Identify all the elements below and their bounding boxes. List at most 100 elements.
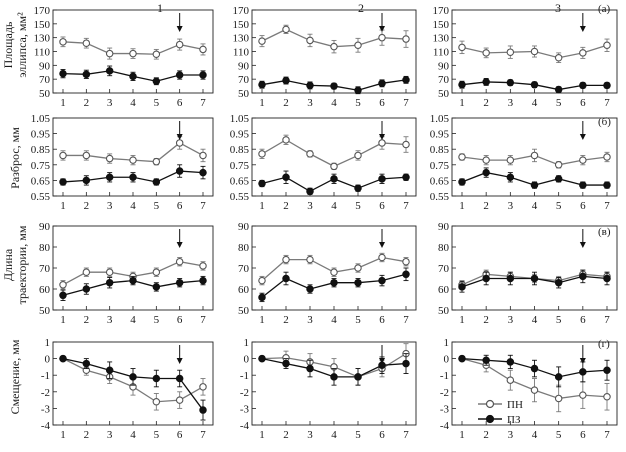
data-point-pz-r2c3-1: [482, 168, 490, 177]
data-point-pz-r4c2-3: [330, 373, 338, 381]
y-tick-label-r1c2-5: 150: [233, 19, 250, 31]
data-point-pz-r2c2-2: [306, 187, 314, 196]
x-tick-label-r1c1-5: 6: [177, 97, 183, 109]
data-point-pz-r4c3-2: [506, 358, 515, 366]
y-tick-label-r4c3-0: -4: [440, 420, 450, 432]
data-point-pz-r4c3-0: [458, 354, 466, 363]
y-tick-label-r2c2-0: 0.55: [230, 191, 250, 203]
data-point-pz-r3c3-2: [506, 274, 515, 283]
y-tick-label-r4c1-3: -1: [41, 370, 50, 382]
legend-pn-marker: [485, 399, 495, 409]
data-point-pn-r1c2-6: [402, 35, 410, 43]
y-tick-label-r1c2-6: 170: [233, 5, 250, 17]
data-point-pn-r2c3-3: [530, 151, 539, 160]
column-label-3: 3: [555, 1, 561, 15]
y-tick-label-r4c2-5: 1: [244, 337, 250, 349]
data-point-pz-r3c3-0: [458, 283, 466, 291]
data-point-pn-r2c1-4: [152, 157, 161, 166]
data-point-pn-r4c3-5: [579, 391, 587, 399]
y-tick-label-r4c1-4: 0: [45, 354, 51, 366]
y-tick-label-r1c3-5: 150: [433, 19, 450, 31]
data-point-pn-r3c1-1: [82, 268, 91, 276]
data-point-pn-r3c2-5: [378, 253, 386, 262]
y-tick-label-r2c2-4: 0.95: [230, 129, 250, 141]
data-point-pz-r4c1-2: [105, 366, 114, 374]
x-tick-label-r1c3-0: 1: [459, 97, 465, 109]
data-point-pn-r3c2-3: [330, 268, 338, 276]
data-point-pz-r3c1-0: [59, 291, 67, 300]
data-point-pz-r1c1-6: [199, 71, 207, 79]
y-tick-label-r2c2-1: 0.65: [230, 175, 250, 187]
data-point-pn-r1c1-4: [152, 50, 161, 59]
data-point-pn-r1c3-2: [506, 48, 515, 56]
y-tick-label-r3c3-4: 90: [438, 221, 450, 233]
x-tick-label-r3c1-5: 6: [177, 314, 183, 326]
data-point-pz-r4c1-0: [59, 354, 67, 363]
data-point-pn-r2c2-6: [402, 140, 410, 149]
y-tick-label-r2c3-2: 0.75: [430, 160, 450, 172]
data-point-pz-r1c2-5: [378, 79, 386, 88]
y-tick-label-r1c3-3: 110: [433, 47, 450, 59]
x-tick-label-r2c1-2: 3: [107, 200, 113, 212]
y-tick-label-r3c3-0: 50: [438, 305, 450, 317]
y-tick-label-r3c2-2: 70: [238, 263, 250, 275]
data-point-pn-r4c1-6: [199, 383, 207, 391]
y-tick-label-r2c1-3: 0.85: [31, 144, 51, 156]
data-point-pz-r2c1-4: [152, 178, 161, 186]
legend-pz-marker: [485, 414, 495, 424]
data-point-pn-r4c3-2: [506, 376, 515, 384]
x-tick-label-r2c3-3: 4: [532, 200, 538, 212]
y-tick-label-r1c3-4: 130: [433, 33, 450, 45]
column-label-2: 2: [358, 1, 364, 15]
y-tick-label-r2c1-5: 1.05: [31, 113, 51, 125]
data-point-pz-r1c1-3: [129, 72, 137, 81]
data-point-pz-r4c3-5: [579, 368, 587, 376]
y-tick-label-r1c1-3: 110: [34, 47, 51, 59]
x-tick-label-r4c3-4: 5: [556, 429, 562, 441]
arrow-down-icon-r2c1: [176, 134, 183, 140]
panel-r4c1: -4 -3 -2 -1 0 1 1 2 3 4 5 6 7: [41, 337, 214, 441]
x-tick-label-r4c1-6: 7: [200, 429, 206, 441]
y-tick-label-r4c3-2: -2: [440, 387, 449, 399]
data-point-pn-r1c2-4: [354, 41, 362, 50]
x-tick-label-r3c1-2: 3: [107, 314, 113, 326]
data-point-pz-r3c3-4: [554, 278, 563, 287]
data-point-pn-r1c1-0: [59, 38, 67, 46]
data-point-pn-r2c1-5: [175, 139, 184, 147]
y-tick-label-r1c3-0: 50: [438, 88, 450, 100]
row-letter-b: (б): [598, 116, 611, 128]
data-point-pz-r4c1-3: [129, 373, 137, 381]
row-letter-g: (г): [598, 338, 610, 350]
panel-r2c2: 0.55 0.65 0.75 0.85 0.95 1.05 1 2 3 4 5 6 7: [230, 113, 417, 212]
x-tick-label-r4c1-5: 6: [177, 429, 183, 441]
x-tick-label-r4c1-0: 1: [60, 429, 66, 441]
data-point-pn-r2c2-0: [258, 150, 266, 158]
data-point-pn-r1c2-0: [258, 37, 266, 45]
data-point-pz-r2c2-3: [330, 175, 338, 183]
data-point-pz-r3c2-6: [402, 270, 410, 279]
x-tick-label-r2c3-1: 2: [483, 200, 489, 212]
ylabel-length-line2: траектории, мм: [15, 225, 29, 304]
data-point-pz-r2c3-0: [458, 178, 466, 186]
data-point-pz-r2c3-5: [579, 181, 587, 189]
data-point-pn-r1c1-5: [175, 40, 184, 49]
arrow-down-icon-r1c1: [176, 26, 183, 32]
data-point-pn-r2c3-4: [554, 161, 563, 169]
y-tick-label-r2c2-2: 0.75: [230, 160, 250, 172]
x-tick-label-r2c3-2: 3: [508, 200, 514, 212]
y-tick-label-r1c1-4: 130: [34, 33, 51, 45]
x-tick-label-r4c1-4: 5: [154, 429, 160, 441]
y-tick-label-r4c2-0: -4: [240, 420, 250, 432]
panel-r4c3: -4 -3 -2 -1 0 1 1 2 3 4 5 6 7: [440, 337, 618, 441]
arrow-down-icon-r4c3: [579, 358, 586, 364]
x-tick-label-r1c2-0: 1: [259, 97, 265, 109]
data-point-pz-r4c3-3: [530, 364, 539, 373]
y-tick-label-r1c3-6: 170: [433, 5, 450, 17]
x-tick-label-r3c1-3: 4: [130, 314, 136, 326]
x-tick-label-r2c2-1: 2: [283, 200, 289, 212]
x-tick-label-r3c3-4: 5: [556, 314, 562, 326]
x-tick-label-r1c2-5: 6: [379, 97, 385, 109]
y-tick-label-r3c1-2: 70: [39, 263, 51, 275]
panel-row-letters: (а) (б) (в) (г): [598, 3, 611, 350]
y-tick-label-r4c1-1: -3: [41, 403, 51, 415]
